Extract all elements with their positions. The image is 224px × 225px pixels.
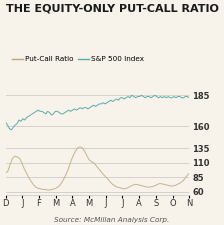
Text: Source: McMillan Analysis Corp.: Source: McMillan Analysis Corp. [54,217,170,223]
Text: THE EQUITY-ONLY PUT-CALL RATIO: THE EQUITY-ONLY PUT-CALL RATIO [6,3,218,13]
Legend: Put-Call Ratio, S&P 500 Index: Put-Call Ratio, S&P 500 Index [9,53,147,65]
